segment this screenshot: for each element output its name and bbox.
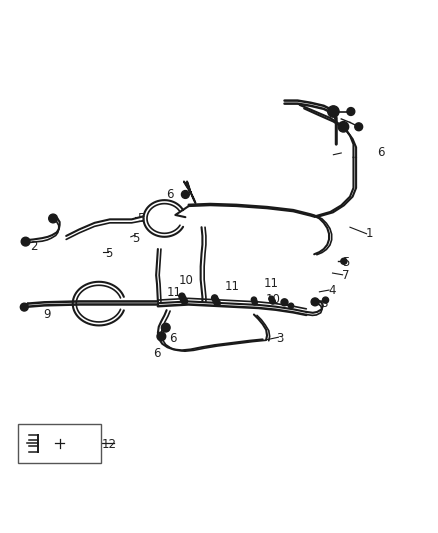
Text: 6: 6 [153, 348, 161, 360]
Circle shape [328, 106, 339, 117]
Circle shape [269, 296, 274, 302]
Text: 9: 9 [43, 308, 50, 321]
Text: 5: 5 [132, 232, 140, 245]
Circle shape [288, 303, 293, 309]
Circle shape [338, 122, 349, 132]
Text: 8: 8 [320, 297, 328, 310]
Circle shape [341, 258, 347, 264]
Text: 10: 10 [266, 293, 281, 306]
Text: 4: 4 [329, 284, 336, 297]
Text: 6: 6 [170, 332, 177, 345]
Circle shape [180, 296, 186, 302]
Circle shape [270, 299, 276, 304]
Circle shape [181, 190, 189, 198]
Text: 5: 5 [105, 247, 113, 260]
Text: 6: 6 [377, 147, 384, 159]
Text: 10: 10 [179, 274, 194, 287]
Circle shape [347, 108, 355, 116]
Text: 3: 3 [276, 332, 284, 345]
Text: 1: 1 [366, 227, 373, 240]
Text: 11: 11 [167, 286, 182, 299]
Text: 5: 5 [137, 212, 144, 225]
Circle shape [49, 214, 57, 223]
Text: 5: 5 [342, 256, 349, 269]
Circle shape [322, 297, 328, 303]
Circle shape [213, 297, 219, 304]
Circle shape [252, 300, 258, 305]
Circle shape [355, 123, 363, 131]
Circle shape [212, 295, 218, 301]
Text: 12: 12 [102, 438, 117, 451]
Circle shape [214, 300, 220, 306]
Circle shape [281, 299, 288, 306]
Circle shape [311, 298, 319, 306]
Circle shape [20, 303, 28, 311]
Text: 7: 7 [342, 269, 350, 282]
Circle shape [251, 297, 257, 302]
Circle shape [21, 237, 30, 246]
Circle shape [179, 293, 185, 299]
Circle shape [157, 332, 166, 341]
Bar [18, 424, 101, 463]
Circle shape [161, 323, 170, 332]
Text: 2: 2 [30, 240, 37, 253]
Text: 6: 6 [166, 188, 174, 201]
Circle shape [181, 298, 187, 304]
Text: 11: 11 [264, 278, 279, 290]
Text: 11: 11 [225, 280, 240, 293]
